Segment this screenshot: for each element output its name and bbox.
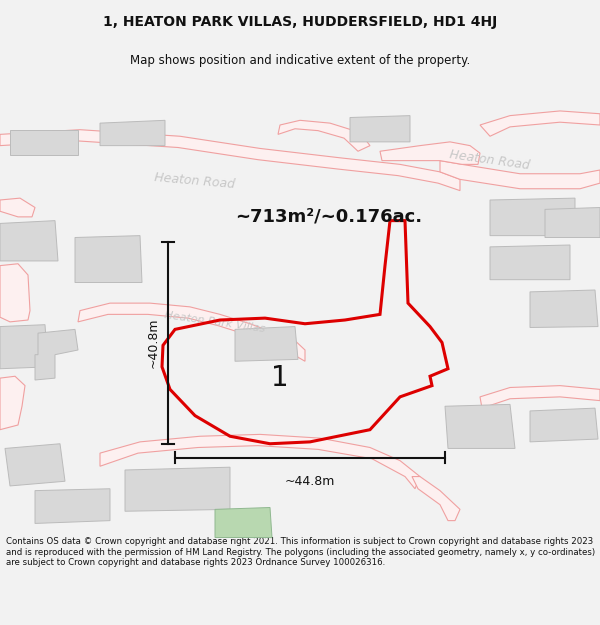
Text: 1, HEATON PARK VILLAS, HUDDERSFIELD, HD1 4HJ: 1, HEATON PARK VILLAS, HUDDERSFIELD, HD1…	[103, 15, 497, 29]
Polygon shape	[480, 111, 600, 136]
Polygon shape	[0, 221, 58, 261]
Text: 1: 1	[271, 364, 289, 392]
Text: Heaton Park Villas: Heaton Park Villas	[164, 310, 266, 334]
Text: Heaton Road: Heaton Road	[154, 171, 236, 191]
Polygon shape	[0, 198, 35, 217]
Text: ~713m²/~0.176ac.: ~713m²/~0.176ac.	[235, 208, 422, 226]
Text: ~44.8m: ~44.8m	[285, 475, 335, 488]
Polygon shape	[0, 129, 460, 191]
Polygon shape	[440, 161, 600, 189]
Polygon shape	[380, 142, 480, 164]
Polygon shape	[412, 477, 460, 521]
Text: Contains OS data © Crown copyright and database right 2021. This information is : Contains OS data © Crown copyright and d…	[6, 538, 595, 568]
Polygon shape	[490, 245, 570, 280]
Polygon shape	[0, 376, 25, 430]
Polygon shape	[100, 120, 165, 146]
Polygon shape	[0, 264, 30, 322]
Polygon shape	[215, 508, 272, 538]
Polygon shape	[35, 329, 78, 380]
Polygon shape	[0, 325, 48, 369]
Polygon shape	[125, 468, 230, 511]
Polygon shape	[5, 444, 65, 486]
Polygon shape	[480, 386, 600, 408]
Polygon shape	[530, 408, 598, 442]
Polygon shape	[75, 236, 142, 282]
Polygon shape	[445, 404, 515, 449]
Polygon shape	[10, 129, 78, 155]
Polygon shape	[278, 120, 370, 151]
Text: Map shows position and indicative extent of the property.: Map shows position and indicative extent…	[130, 54, 470, 68]
Text: Heaton Road: Heaton Road	[449, 149, 531, 173]
Polygon shape	[35, 489, 110, 524]
Polygon shape	[545, 208, 600, 238]
Text: ~40.8m: ~40.8m	[147, 318, 160, 368]
Polygon shape	[530, 290, 598, 328]
Polygon shape	[235, 326, 298, 361]
Polygon shape	[78, 303, 305, 361]
Polygon shape	[490, 198, 575, 236]
Polygon shape	[100, 434, 420, 489]
Polygon shape	[350, 116, 410, 142]
